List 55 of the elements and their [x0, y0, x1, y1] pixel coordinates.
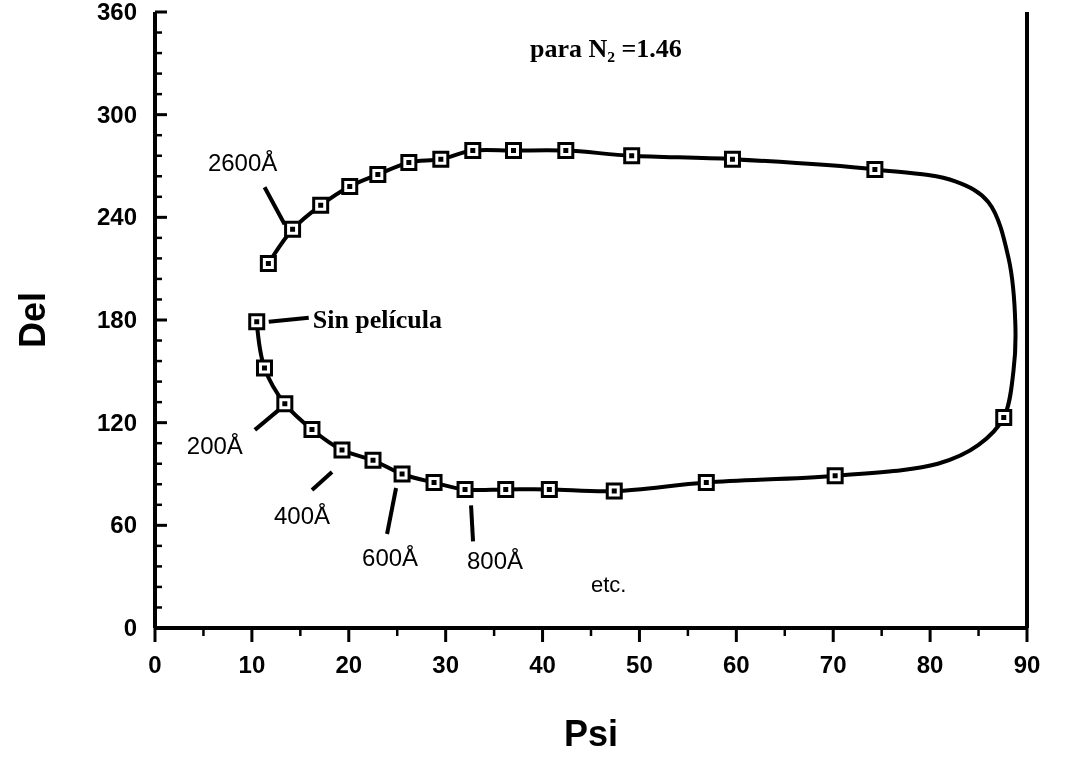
point: [425, 474, 443, 492]
x-tick-label: 0: [148, 651, 162, 678]
y-axis-title: Del: [12, 291, 53, 349]
x-tick-label: 80: [916, 651, 944, 678]
x-tick-label: 50: [626, 651, 653, 678]
x-tick-label: 20: [335, 651, 363, 678]
y-tick-label: 60: [110, 511, 137, 539]
point: [995, 409, 1013, 427]
point: [557, 142, 575, 160]
point: [248, 313, 266, 331]
point: [605, 482, 623, 500]
point: [456, 480, 474, 498]
point: [393, 465, 411, 483]
annotation: 2600Å: [207, 149, 278, 177]
x-tick-label: 30: [432, 651, 460, 678]
y-tick-label: 180: [96, 306, 137, 333]
point: [697, 474, 715, 492]
point: [341, 178, 359, 196]
point: [540, 480, 558, 498]
point: [723, 150, 741, 168]
annotation: Sin película: [312, 304, 443, 334]
point: [255, 359, 273, 377]
annotation: etc.: [591, 572, 627, 597]
point: [276, 395, 294, 413]
point: [333, 441, 351, 459]
text: para N₂ =1.46: [529, 34, 682, 63]
point: [369, 166, 387, 184]
y-tick-label: 360: [96, 0, 137, 25]
point: [826, 467, 844, 485]
point: [364, 451, 382, 469]
point: [303, 421, 321, 439]
x-tick-label: 60: [722, 651, 750, 678]
x-axis-title: Psi: [563, 713, 619, 754]
annotation: 200Å: [186, 431, 243, 459]
x-tick-label: 40: [529, 651, 556, 678]
point: [312, 196, 330, 214]
point: [497, 480, 515, 498]
y-tick-label: 120: [96, 408, 137, 436]
x-tick-label: 70: [819, 651, 847, 678]
point: [504, 142, 522, 160]
annotation: 400Å: [273, 502, 331, 530]
point: [623, 147, 641, 165]
point: [400, 154, 418, 172]
annotation: 600Å: [362, 544, 419, 571]
point: [464, 142, 482, 160]
point: [866, 160, 884, 178]
y-tick-label: 300: [96, 100, 137, 128]
x-tick-label: 10: [238, 651, 266, 678]
point: [432, 150, 450, 168]
y-tick-label: 0: [123, 614, 137, 641]
point: [259, 255, 277, 273]
x-tick-label: 90: [1013, 651, 1041, 678]
point: [284, 220, 302, 238]
annotation: 800Å: [467, 547, 524, 575]
y-tick-label: 240: [96, 203, 137, 231]
